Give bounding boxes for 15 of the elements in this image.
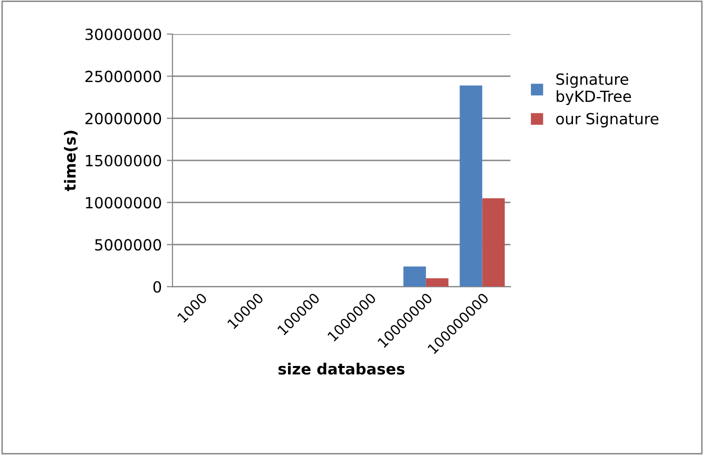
bar <box>460 85 482 287</box>
y-tick-label: 10000000 <box>86 196 162 208</box>
bar <box>482 198 505 287</box>
y-tick-label: 20000000 <box>85 112 162 124</box>
y-tick-label: 0 <box>153 281 162 293</box>
x-axis-title: size databases <box>278 362 404 375</box>
bar <box>403 266 426 287</box>
legend-label: our Signature <box>556 112 658 128</box>
legend-label: Signature byKD-Tree <box>556 73 631 106</box>
bar <box>426 278 448 287</box>
y-tick-label: 5000000 <box>95 239 162 251</box>
y-tick-label: 30000000 <box>85 28 162 40</box>
y-axis-title: time(s) <box>64 130 78 192</box>
y-tick-label: 15000000 <box>86 154 162 166</box>
y-tick-label: 25000000 <box>85 70 162 82</box>
